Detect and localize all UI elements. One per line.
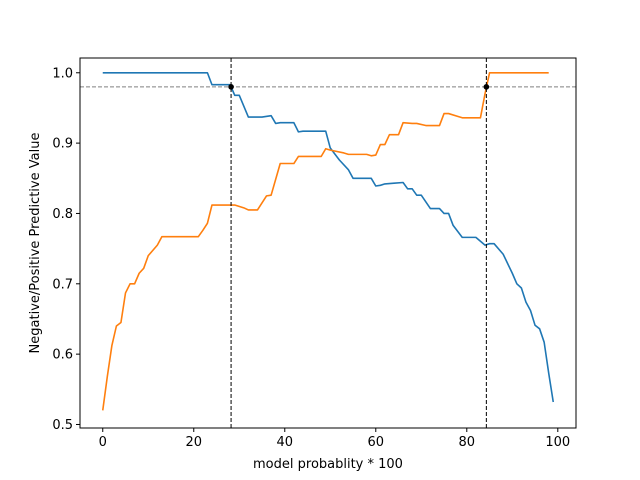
threshold-marker-1: [228, 84, 234, 90]
x-tick-label-80: 80: [459, 435, 476, 450]
y-axis-label: Negative/Positive Predictive Value: [28, 133, 43, 354]
y-tick-label-0.6: 0.6: [52, 348, 73, 363]
x-tick-label-40: 40: [276, 435, 293, 450]
x-tick-label-60: 60: [368, 435, 385, 450]
y-tick-label-0.5: 0.5: [52, 418, 73, 433]
y-tick-label-1: 1.0: [52, 66, 73, 81]
series-line-1: [102, 71, 555, 403]
threshold-markers: [228, 84, 490, 90]
x-tick-label-100: 100: [545, 435, 570, 450]
axes: 0 20 40 60 80 100 0.5 0.6 0.7 0.8 0.9 1.0: [52, 57, 577, 450]
x-tick-label-20: 20: [185, 435, 202, 450]
y-tick-label-0.8: 0.8: [52, 207, 73, 222]
reference-lines: [80, 58, 576, 428]
x-tick-label-0: 0: [99, 435, 107, 450]
plot-frame: [79, 57, 577, 429]
y-tick-label-0.9: 0.9: [52, 137, 73, 152]
threshold-marker-2: [483, 84, 490, 90]
series-layer: [101, 71, 555, 411]
series-line-2: [101, 71, 549, 411]
x-axis-label: model probablity * 100: [253, 457, 403, 472]
y-tick-label-0.7: 0.7: [52, 277, 73, 292]
